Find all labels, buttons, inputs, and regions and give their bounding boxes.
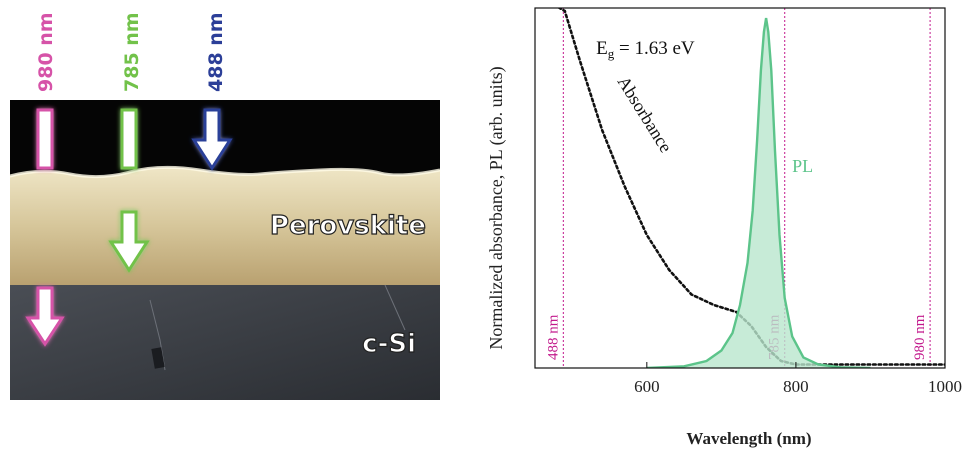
beam-785-arrow	[108, 108, 150, 273]
sem-cross-section: Perovskite c-Si 980 nm 785 nm 488 nm	[9, 12, 441, 400]
series-label-absorbance: Absorbance	[614, 73, 677, 157]
plot-frame	[534, 7, 946, 369]
bandgap-annotation: Eg = 1.63 eV	[596, 38, 695, 61]
series-line-pl	[646, 17, 871, 368]
sem-cross-section-panel: Perovskite c-Si 980 nm 785 nm 488 nm	[0, 0, 450, 456]
c-si-layer	[10, 283, 440, 400]
perovskite-label: Perovskite	[270, 211, 426, 241]
beam-488-arrow	[191, 108, 233, 171]
vline-label-488: 488 nm	[545, 314, 561, 360]
perovskite-layer	[10, 167, 440, 285]
x-tick-label-800: 800	[783, 377, 809, 396]
y-axis-label: Normalized absorbance, PL (arb. units)	[486, 66, 507, 349]
series-fill-pl	[646, 18, 871, 368]
x-tick-label-1000: 1000	[928, 377, 962, 396]
c-si-label: c-Si	[362, 329, 416, 359]
beam-label-785: 785 nm	[121, 12, 143, 92]
x-axis-label: Wavelength (nm)	[686, 429, 811, 448]
x-tick-label-600: 600	[634, 377, 660, 396]
beam-label-488: 488 nm	[205, 12, 227, 92]
beam-label-980: 980 nm	[35, 12, 57, 92]
vline-label-980: 980 nm	[912, 314, 928, 360]
beam-980-arrow	[25, 108, 65, 347]
series-label-pl: PL	[792, 156, 813, 176]
